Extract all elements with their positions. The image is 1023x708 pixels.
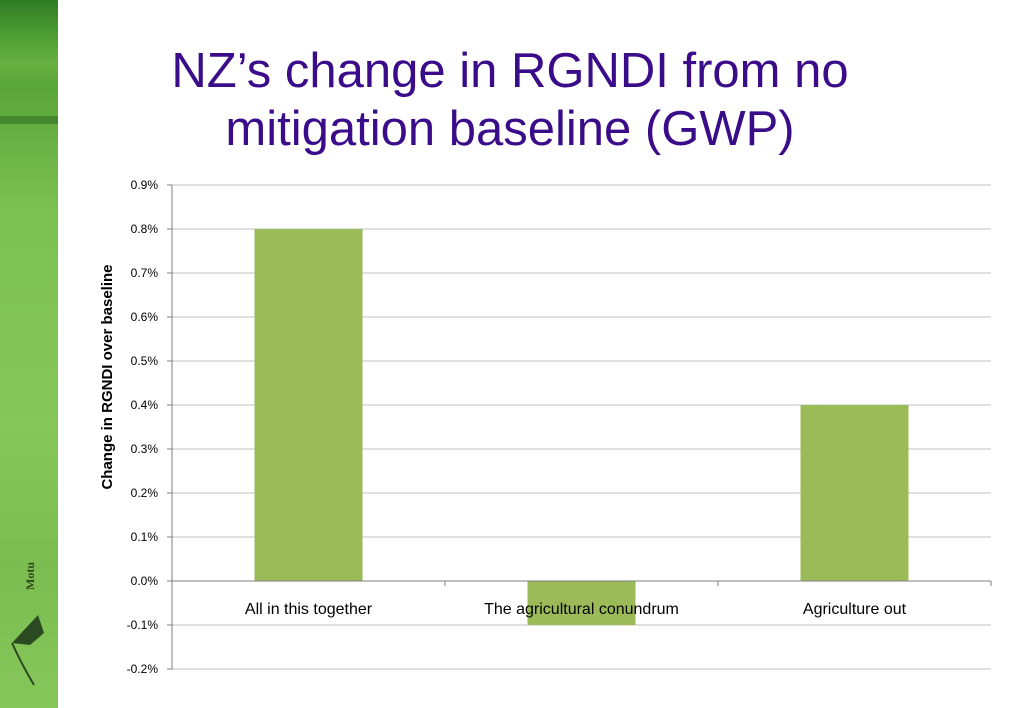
y-tick-label: 0.2%	[131, 486, 159, 500]
slide-title: NZ’s change in RGNDI from no mitigation …	[171, 44, 849, 156]
y-tick-label: 0.8%	[131, 222, 159, 236]
y-tick-label: 0.5%	[131, 354, 159, 368]
side-band-mid-stripe	[0, 116, 58, 124]
side-band-top-stripe	[0, 0, 58, 60]
x-category-label: All in this together	[245, 601, 373, 618]
bar	[527, 581, 636, 625]
motu-logo-text: Motu	[23, 562, 37, 590]
bar	[800, 405, 909, 581]
y-tick-label: 0.1%	[131, 530, 159, 544]
y-tick-label: 0.6%	[131, 310, 159, 324]
x-category-label: The agricultural conundrum	[484, 601, 679, 618]
x-category-label: Agriculture out	[803, 601, 907, 618]
motu-logo: Motu	[11, 562, 44, 686]
y-tick-label: 0.3%	[131, 442, 159, 456]
bar	[254, 229, 363, 581]
y-tick-label: 0.9%	[131, 178, 159, 192]
decorative-side-band: Motu	[0, 0, 58, 708]
y-tick-label: -0.2%	[127, 662, 159, 676]
y-tick-label: 0.7%	[131, 266, 159, 280]
y-axis-title: Change in RGNDI over baseline	[99, 264, 116, 489]
y-tick-label: 0.4%	[131, 398, 159, 412]
y-tick-label: -0.1%	[127, 618, 159, 632]
y-tick-label: 0.0%	[131, 574, 159, 588]
